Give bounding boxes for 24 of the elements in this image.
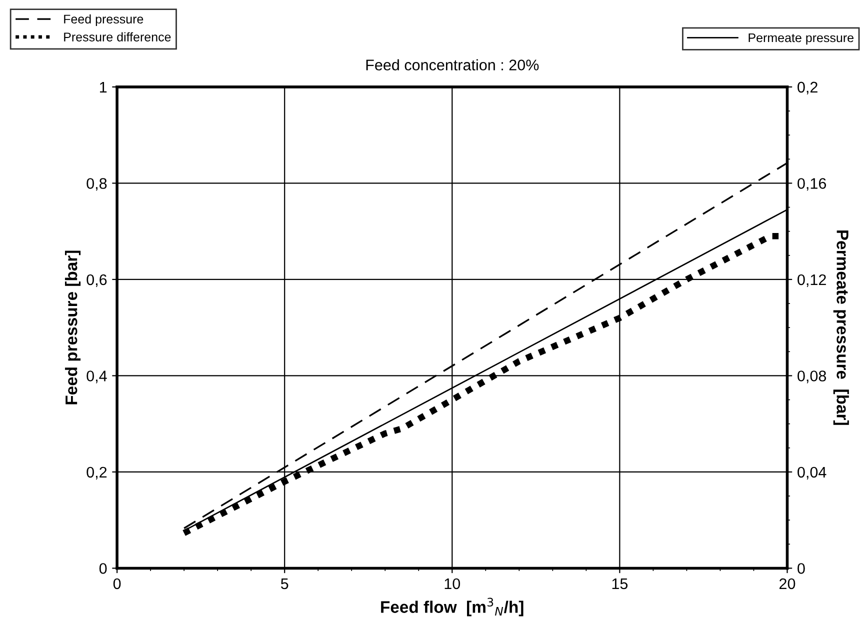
chart-title: Feed concentration : 20%: [366, 59, 539, 70]
y2-axis-title: Permeate pressure [bar]: [833, 230, 849, 425]
y-axis-title: Feed pressure [bar]: [64, 250, 81, 404]
x-axis-title: Feed flow [m$^{3}$$_{N}$/h]: [381, 598, 524, 616]
y-tick-label: 1: [100, 82, 107, 92]
y2-tick-label: 0,16: [798, 178, 826, 191]
y-tick-label: 0,4: [86, 370, 107, 384]
x-tick-label: 15: [612, 578, 628, 590]
x-tick-label: 0: [113, 578, 121, 590]
y2-tick-label: 0,04: [798, 466, 826, 480]
legend-label: Feed pressure: [64, 14, 144, 26]
x-tick-label: 20: [780, 578, 796, 590]
y2-tick-label: 0,08: [798, 370, 826, 384]
y-tick-label: 0,6: [86, 274, 107, 287]
y2-tick-label: 0,2: [798, 82, 818, 94]
y-tick-label: 0,8: [86, 178, 107, 191]
x-tick-label: 10: [444, 578, 460, 590]
y-tick-label: 0: [99, 563, 107, 574]
y2-tick-label: 0,12: [798, 274, 826, 287]
legend-label: Permeate pressure: [748, 33, 854, 45]
y-tick-label: 0,2: [86, 466, 107, 480]
y2-tick-label: 0: [798, 563, 805, 574]
x-tick-label: 5: [280, 578, 288, 590]
legend-label: Pressure difference: [64, 32, 171, 42]
